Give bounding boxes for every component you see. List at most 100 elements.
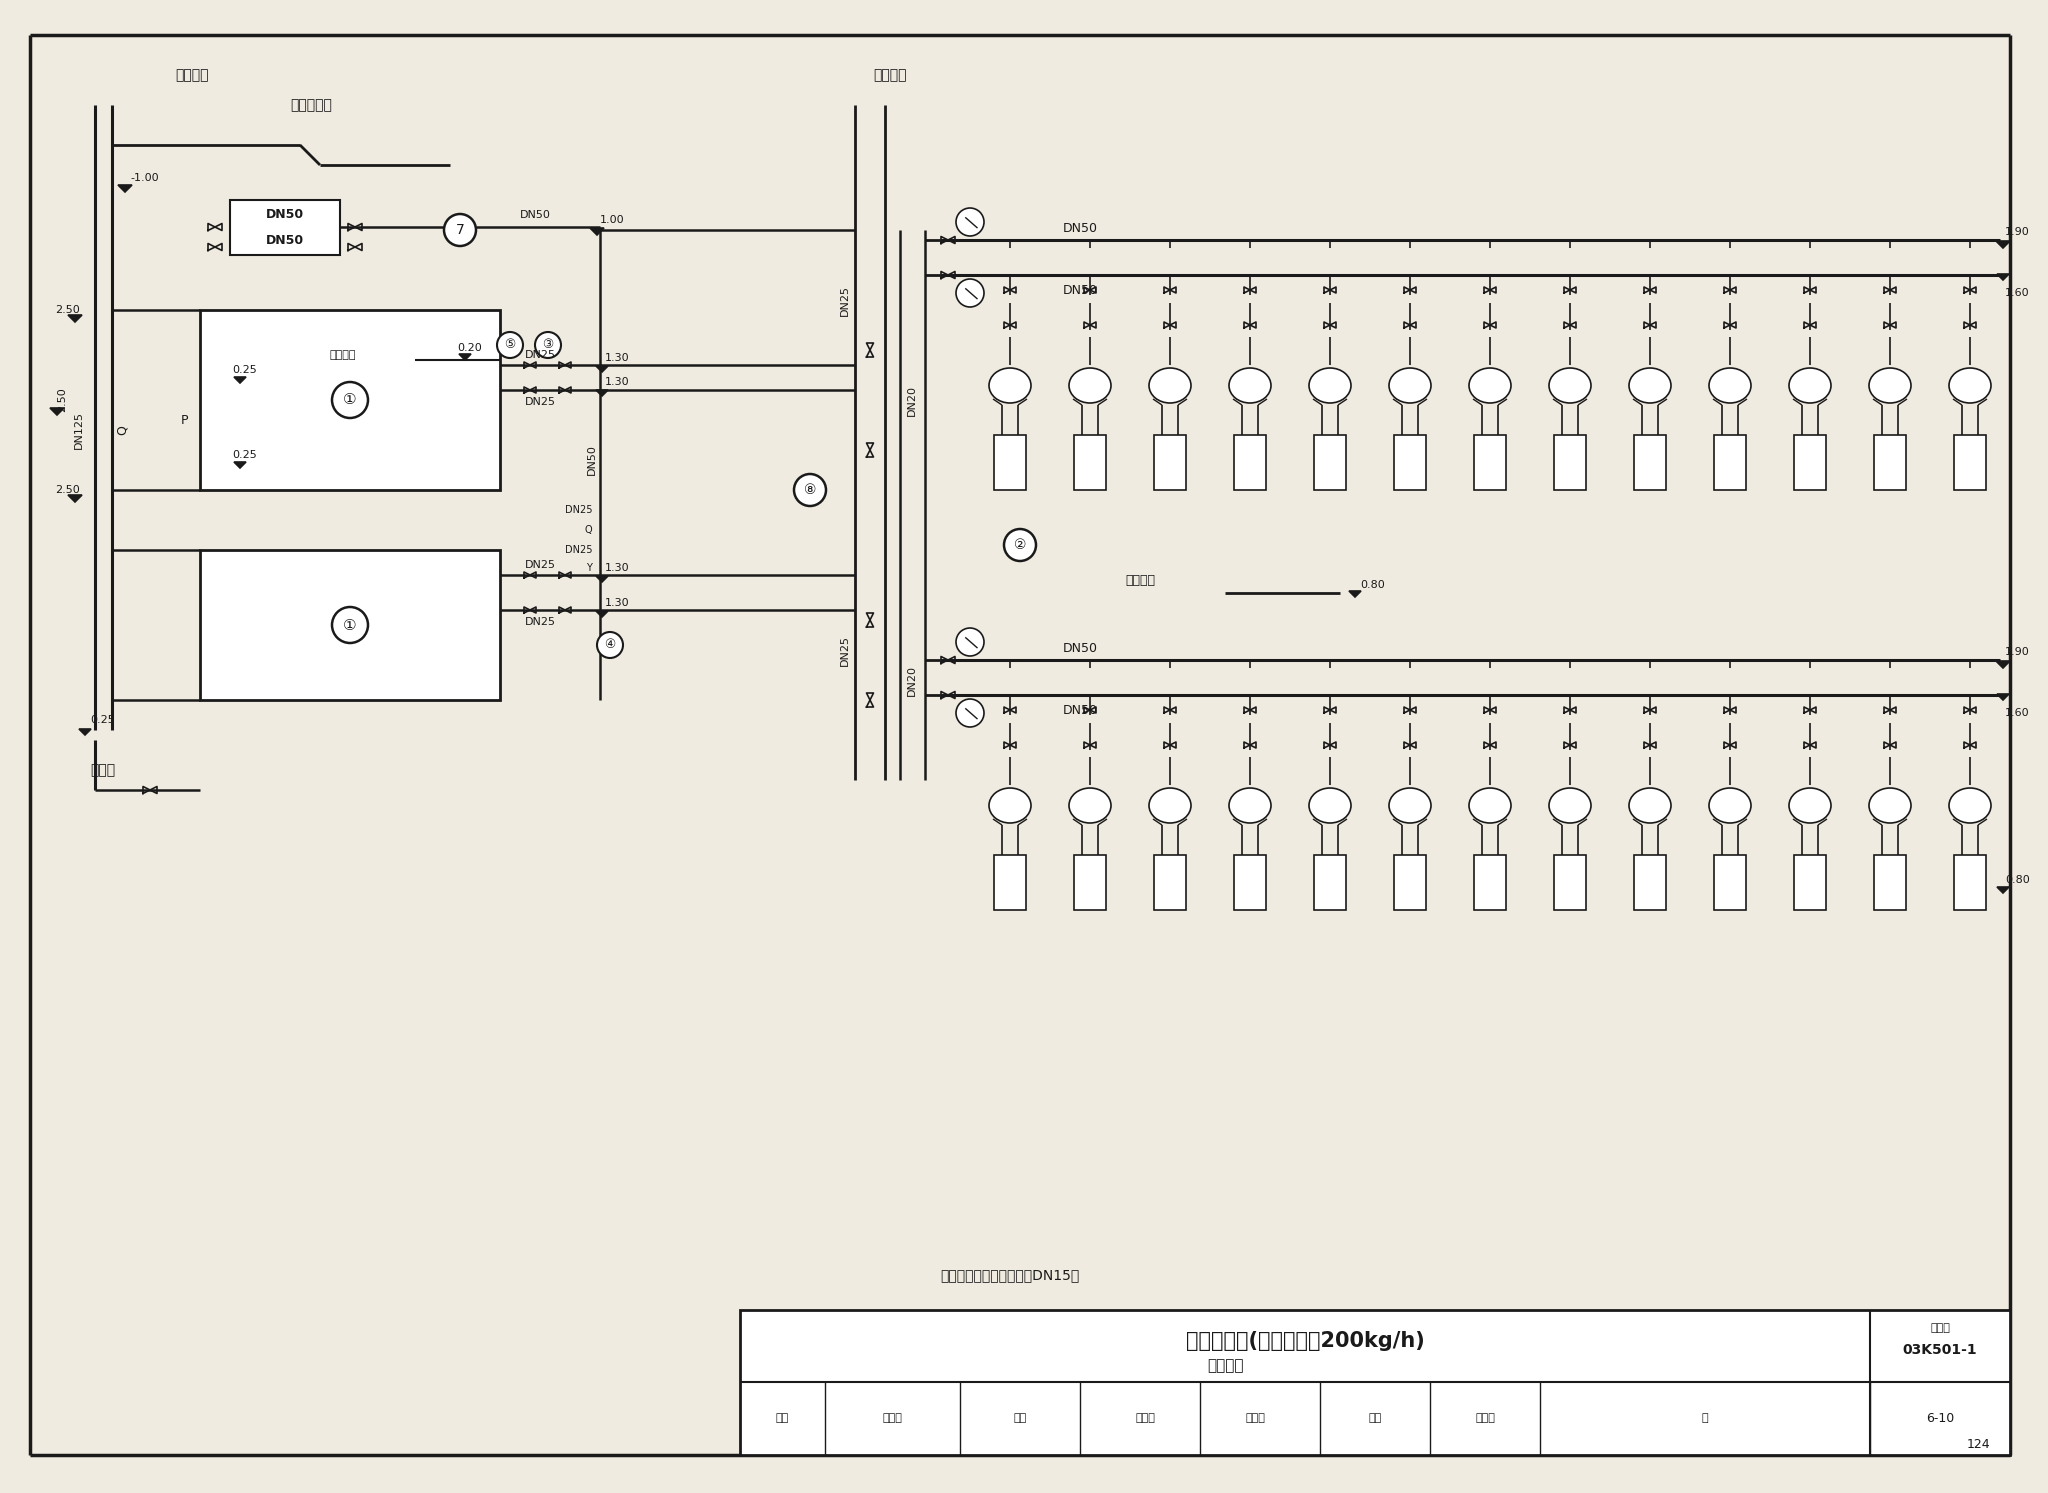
Bar xyxy=(1714,434,1747,490)
Text: DN25: DN25 xyxy=(840,285,850,315)
Polygon shape xyxy=(596,366,608,372)
Ellipse shape xyxy=(1708,367,1751,403)
Text: DN50: DN50 xyxy=(1063,705,1098,718)
Text: ①: ① xyxy=(344,618,356,633)
Text: DN50: DN50 xyxy=(520,211,551,219)
Bar xyxy=(1073,434,1106,490)
Polygon shape xyxy=(1350,591,1362,597)
Text: ③: ③ xyxy=(543,339,553,351)
Bar xyxy=(993,434,1026,490)
Circle shape xyxy=(498,331,522,358)
Polygon shape xyxy=(1997,661,2009,667)
Ellipse shape xyxy=(1389,788,1432,823)
Ellipse shape xyxy=(1628,788,1671,823)
Text: 0.20: 0.20 xyxy=(457,343,483,352)
Bar xyxy=(1235,855,1266,911)
Text: 接至室外: 接至室外 xyxy=(872,69,907,82)
Bar xyxy=(1395,855,1425,911)
Ellipse shape xyxy=(1309,788,1352,823)
Text: 戴海洋: 戴海洋 xyxy=(1475,1414,1495,1423)
Text: DN25: DN25 xyxy=(524,397,555,408)
Bar xyxy=(1475,855,1505,911)
Bar xyxy=(1235,434,1266,490)
Bar xyxy=(1794,855,1827,911)
Ellipse shape xyxy=(1628,367,1671,403)
Text: 审核: 审核 xyxy=(776,1414,788,1423)
Polygon shape xyxy=(1997,694,2009,700)
Bar xyxy=(201,311,500,490)
Bar xyxy=(1153,434,1186,490)
Polygon shape xyxy=(233,378,246,384)
Text: ④: ④ xyxy=(604,639,616,651)
Text: DN25: DN25 xyxy=(565,545,592,555)
Text: 1.90: 1.90 xyxy=(2005,646,2030,657)
Ellipse shape xyxy=(1309,367,1352,403)
Text: DN125: DN125 xyxy=(74,411,84,449)
Text: 03K501-1: 03K501-1 xyxy=(1903,1344,1976,1357)
Polygon shape xyxy=(233,461,246,467)
Ellipse shape xyxy=(1149,367,1192,403)
Text: DN25: DN25 xyxy=(524,349,555,360)
Polygon shape xyxy=(590,228,604,234)
Text: Q: Q xyxy=(584,526,592,534)
Ellipse shape xyxy=(1548,367,1591,403)
Polygon shape xyxy=(49,408,63,415)
Text: 胡卫卫: 胡卫卫 xyxy=(1245,1414,1266,1423)
Text: DN20: DN20 xyxy=(907,385,918,415)
Circle shape xyxy=(956,699,983,727)
Text: 1.00: 1.00 xyxy=(600,215,625,225)
Bar xyxy=(201,549,500,700)
Text: -1.00: -1.00 xyxy=(129,173,158,184)
Text: 0.80: 0.80 xyxy=(1360,579,1384,590)
Text: DN50: DN50 xyxy=(1063,285,1098,297)
Text: 1.30: 1.30 xyxy=(604,352,629,363)
Text: 页: 页 xyxy=(1702,1414,1708,1423)
Circle shape xyxy=(598,632,623,658)
Bar xyxy=(1475,434,1505,490)
Text: 排污管: 排污管 xyxy=(90,763,115,776)
Circle shape xyxy=(535,331,561,358)
Text: 接输气干管: 接输气干管 xyxy=(291,99,332,112)
Text: 124: 124 xyxy=(1966,1438,1991,1451)
Text: 图集号: 图集号 xyxy=(1929,1323,1950,1333)
Text: 0.25: 0.25 xyxy=(233,364,258,375)
Text: DN25: DN25 xyxy=(524,617,555,627)
Circle shape xyxy=(332,608,369,643)
Polygon shape xyxy=(1997,275,2009,281)
Ellipse shape xyxy=(1468,788,1511,823)
Text: DN20: DN20 xyxy=(907,664,918,696)
Ellipse shape xyxy=(1548,788,1591,823)
Text: 胡卫卫: 胡卫卫 xyxy=(1135,1414,1155,1423)
Bar xyxy=(1073,855,1106,911)
Bar xyxy=(1634,855,1665,911)
Bar xyxy=(1315,434,1346,490)
Polygon shape xyxy=(596,390,608,396)
Text: DN25: DN25 xyxy=(524,560,555,570)
Ellipse shape xyxy=(1229,367,1272,403)
Text: 1.90: 1.90 xyxy=(2005,227,2030,237)
Polygon shape xyxy=(459,354,471,360)
Text: 0.25: 0.25 xyxy=(90,715,115,726)
Text: 2.50: 2.50 xyxy=(57,388,68,412)
Ellipse shape xyxy=(1790,788,1831,823)
Polygon shape xyxy=(1997,887,2009,893)
Text: 6-10: 6-10 xyxy=(1925,1412,1954,1424)
Bar xyxy=(1714,855,1747,911)
Circle shape xyxy=(795,473,825,506)
Polygon shape xyxy=(68,496,82,502)
Text: 0.80: 0.80 xyxy=(2005,875,2030,885)
Text: Y: Y xyxy=(586,563,592,573)
Text: 设计: 设计 xyxy=(1368,1414,1382,1423)
Circle shape xyxy=(956,629,983,655)
Text: 1.60: 1.60 xyxy=(2005,288,2030,299)
Ellipse shape xyxy=(1870,367,1911,403)
Ellipse shape xyxy=(989,788,1030,823)
Text: ①: ① xyxy=(344,393,356,408)
Text: 工艺流程图(最大供气量200kg/h): 工艺流程图(最大供气量200kg/h) xyxy=(1186,1330,1423,1351)
Text: ⑤: ⑤ xyxy=(504,339,516,351)
Circle shape xyxy=(444,213,475,246)
Ellipse shape xyxy=(1389,367,1432,403)
Bar xyxy=(1794,434,1827,490)
Text: DN50: DN50 xyxy=(588,445,598,475)
Bar xyxy=(229,200,340,255)
